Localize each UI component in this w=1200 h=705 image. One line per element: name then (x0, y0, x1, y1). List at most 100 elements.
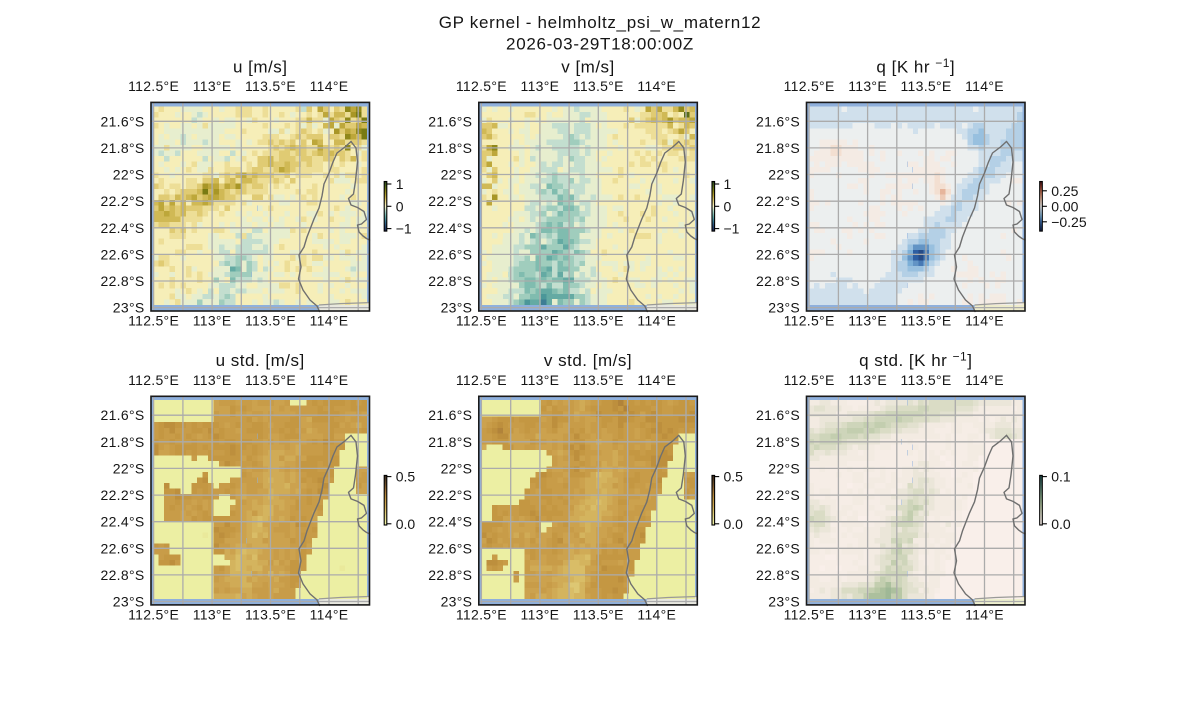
svg-text:113.5°E: 113.5°E (573, 78, 624, 94)
svg-text:21.6°S: 21.6°S (101, 113, 145, 129)
svg-text:112.5°E: 112.5°E (128, 372, 179, 388)
svg-text:21.6°S: 21.6°S (428, 407, 472, 423)
svg-text:21.6°S: 21.6°S (756, 113, 800, 129)
svg-text:112.5°E: 112.5°E (784, 607, 835, 623)
svg-text:23°S: 23°S (441, 594, 473, 610)
svg-text:112.5°E: 112.5°E (128, 313, 179, 329)
svg-text:22.8°S: 22.8°S (756, 273, 800, 289)
svg-text:22°S: 22°S (441, 460, 473, 476)
svg-text:114°E: 114°E (637, 372, 676, 388)
svg-text:22.4°S: 22.4°S (428, 514, 472, 530)
svg-text:113.5°E: 113.5°E (245, 607, 296, 623)
svg-text:112.5°E: 112.5°E (456, 78, 507, 94)
svg-text:2026-03-29T18:00:00Z: 2026-03-29T18:00:00Z (506, 35, 694, 54)
svg-text:113.5°E: 113.5°E (245, 313, 296, 329)
svg-text:114°E: 114°E (965, 372, 1004, 388)
svg-text:22°S: 22°S (113, 460, 145, 476)
svg-text:112.5°E: 112.5°E (456, 607, 507, 623)
svg-text:22.2°S: 22.2°S (428, 193, 472, 209)
svg-text:113.5°E: 113.5°E (573, 372, 624, 388)
svg-text:GP kernel - helmholtz_psi_w_ma: GP kernel - helmholtz_psi_w_matern12 (439, 13, 762, 32)
svg-text:113°E: 113°E (521, 607, 560, 623)
svg-text:113°E: 113°E (521, 313, 560, 329)
svg-text:22.4°S: 22.4°S (428, 220, 472, 236)
svg-text:113°E: 113°E (193, 607, 232, 623)
svg-text:21.8°S: 21.8°S (101, 140, 145, 156)
svg-text:0.1: 0.1 (1051, 469, 1071, 485)
svg-text:22°S: 22°S (768, 460, 800, 476)
svg-text:v [m/s]: v [m/s] (561, 57, 615, 76)
svg-text:113°E: 113°E (193, 313, 232, 329)
svg-text:22.8°S: 22.8°S (101, 567, 145, 583)
svg-text:0.00: 0.00 (1051, 198, 1078, 214)
svg-text:22.4°S: 22.4°S (101, 220, 145, 236)
svg-text:0.5: 0.5 (396, 469, 416, 485)
svg-text:0: 0 (396, 198, 404, 214)
svg-text:22.2°S: 22.2°S (101, 487, 145, 503)
svg-text:112.5°E: 112.5°E (784, 78, 835, 94)
svg-text:113.5°E: 113.5°E (900, 313, 951, 329)
svg-text:114°E: 114°E (965, 607, 1004, 623)
svg-text:113°E: 113°E (848, 607, 887, 623)
svg-text:22.6°S: 22.6°S (101, 540, 145, 556)
svg-text:113°E: 113°E (848, 372, 887, 388)
svg-text:22.4°S: 22.4°S (101, 514, 145, 530)
svg-text:1: 1 (396, 176, 404, 192)
svg-text:23°S: 23°S (113, 594, 145, 610)
svg-text:−0.25: −0.25 (1051, 214, 1087, 230)
svg-text:22°S: 22°S (113, 167, 145, 183)
svg-text:22.6°S: 22.6°S (428, 540, 472, 556)
svg-text:0: 0 (724, 198, 732, 214)
svg-text:22.2°S: 22.2°S (756, 193, 800, 209)
svg-text:23°S: 23°S (768, 594, 800, 610)
svg-text:v std. [m/s]: v std. [m/s] (544, 351, 632, 370)
svg-text:113.5°E: 113.5°E (900, 78, 951, 94)
svg-text:22.6°S: 22.6°S (756, 540, 800, 556)
svg-text:22.8°S: 22.8°S (756, 567, 800, 583)
svg-text:114°E: 114°E (310, 78, 349, 94)
svg-text:113.5°E: 113.5°E (573, 313, 624, 329)
svg-text:21.8°S: 21.8°S (101, 434, 145, 450)
svg-text:23°S: 23°S (768, 300, 800, 316)
svg-text:113°E: 113°E (848, 78, 887, 94)
svg-text:22.4°S: 22.4°S (756, 220, 800, 236)
svg-text:0.25: 0.25 (1051, 183, 1078, 199)
svg-text:114°E: 114°E (965, 78, 1004, 94)
svg-text:113.5°E: 113.5°E (900, 607, 951, 623)
svg-text:22.6°S: 22.6°S (101, 246, 145, 262)
svg-text:112.5°E: 112.5°E (784, 372, 835, 388)
svg-text:113.5°E: 113.5°E (900, 372, 951, 388)
svg-text:u std. [m/s]: u std. [m/s] (216, 351, 305, 370)
svg-text:u [m/s]: u [m/s] (233, 57, 288, 76)
svg-text:22.2°S: 22.2°S (428, 487, 472, 503)
svg-text:114°E: 114°E (310, 313, 349, 329)
svg-text:22.8°S: 22.8°S (428, 273, 472, 289)
svg-text:113.5°E: 113.5°E (245, 372, 296, 388)
svg-text:q std. [K hr −1]: q std. [K hr −1] (859, 350, 972, 371)
svg-text:0.0: 0.0 (724, 516, 744, 532)
svg-text:0.5: 0.5 (724, 469, 744, 485)
svg-text:114°E: 114°E (310, 607, 349, 623)
svg-text:112.5°E: 112.5°E (456, 313, 507, 329)
svg-text:113°E: 113°E (848, 313, 887, 329)
svg-text:q [K hr −1]: q [K hr −1] (876, 56, 955, 77)
svg-text:−1: −1 (396, 221, 412, 237)
svg-text:21.8°S: 21.8°S (428, 140, 472, 156)
svg-text:22.2°S: 22.2°S (756, 487, 800, 503)
svg-text:21.6°S: 21.6°S (428, 113, 472, 129)
svg-text:22.6°S: 22.6°S (756, 246, 800, 262)
svg-text:0.0: 0.0 (1051, 516, 1071, 532)
svg-text:114°E: 114°E (637, 607, 676, 623)
svg-text:112.5°E: 112.5°E (128, 607, 179, 623)
svg-text:113°E: 113°E (193, 78, 232, 94)
svg-text:21.8°S: 21.8°S (428, 434, 472, 450)
svg-text:113.5°E: 113.5°E (573, 607, 624, 623)
svg-text:22.6°S: 22.6°S (428, 246, 472, 262)
svg-text:114°E: 114°E (965, 313, 1004, 329)
svg-text:1: 1 (724, 176, 732, 192)
svg-text:112.5°E: 112.5°E (784, 313, 835, 329)
svg-text:21.6°S: 21.6°S (101, 407, 145, 423)
svg-text:22.2°S: 22.2°S (101, 193, 145, 209)
svg-text:21.8°S: 21.8°S (756, 140, 800, 156)
svg-text:22°S: 22°S (768, 167, 800, 183)
